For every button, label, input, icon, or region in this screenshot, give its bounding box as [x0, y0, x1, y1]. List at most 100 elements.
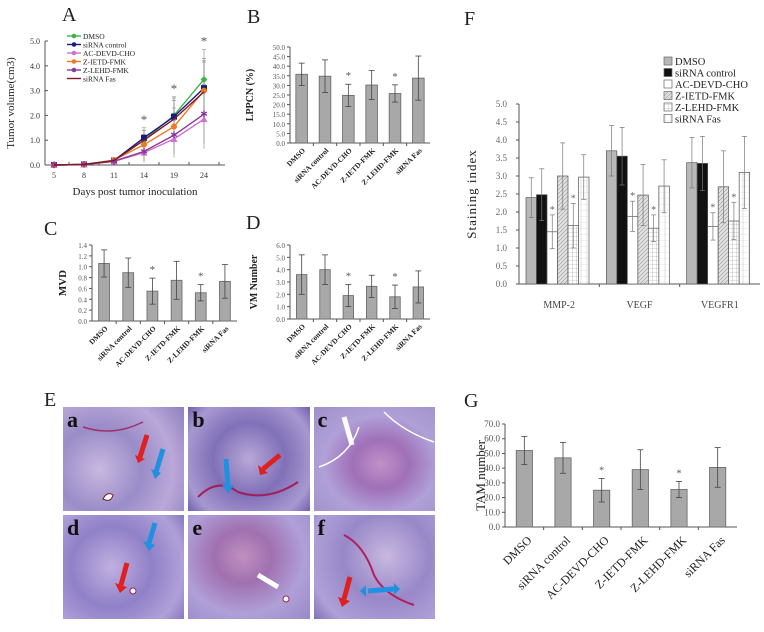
svg-text:AC-DEVD-CHO: AC-DEVD-CHO [83, 49, 136, 58]
svg-text:DMSO: DMSO [83, 32, 105, 41]
tile-label-f: f [317, 515, 325, 540]
histology-tile-c: c [313, 407, 435, 511]
category-label: DMSO [500, 533, 535, 568]
tam-number-bar-chart: 0.0 10.0 20.0 30.0 40.0 50.0 60.0 70.0 DMSO siRNA… [473, 419, 737, 602]
y-tick-label: 60.0 [484, 434, 500, 444]
category-label: siRNA Fas [681, 533, 728, 580]
category-label: VEGF [626, 300, 653, 311]
y-tick-label: 3.0 [30, 87, 40, 96]
blue-arrow-icon [153, 448, 166, 473]
svg-text:DMSO: DMSO [675, 57, 706, 68]
x-tick-label: 19 [170, 171, 178, 180]
svg-text:siRNA control: siRNA control [675, 69, 736, 80]
panel-letter-c: C [44, 218, 58, 240]
y-tick-label: 50.0 [484, 448, 500, 458]
panel-letter-e: E [44, 389, 57, 411]
svg-text:✱: ✱ [170, 130, 178, 140]
y-tick-label: 2.5 [496, 189, 508, 199]
y-tick-label: 20.0 [273, 102, 286, 110]
y-tick-label: 1.4 [78, 242, 87, 250]
y-tick-label: 5.0 [276, 254, 285, 262]
y-tick-label: 20.0 [484, 493, 500, 503]
y-tick-label: 0.4 [78, 296, 87, 304]
y-tick-label: 35.0 [273, 73, 286, 81]
svg-text:✱: ✱ [200, 109, 208, 119]
y-tick-label: 4.5 [496, 117, 508, 127]
staining-index-bar-chart: 0.0 0.5 1.0 1.5 2.0 2.5 3.0 3.5 4.0 4.5 5.0 Stainin… [464, 56, 760, 311]
lppcn-bar-chart: 0.0 5.010.0 15.020.0 25.0 30.035.0 40.045.0 50… [245, 44, 430, 191]
significance-star: * [201, 34, 208, 49]
legend-item: Z-LEHD-FMK [67, 66, 129, 75]
legend-item: AC-DEVD-CHO [663, 79, 748, 91]
y-axis-title: Staining index [464, 149, 479, 238]
tile-label-d: d [67, 515, 80, 540]
svg-text:siRNA Fas: siRNA Fas [83, 75, 116, 84]
blue-arrow-icon [223, 458, 231, 488]
tile-label-e: e [192, 515, 203, 540]
y-tick-label: 0.8 [78, 275, 87, 283]
tile-label-b: b [192, 407, 205, 432]
y-tick-label: 30.0 [273, 82, 286, 90]
y-axis-title: VM Number [249, 254, 260, 309]
legend-item: siRNA Fas [67, 75, 116, 84]
significance-star: * [710, 203, 715, 214]
svg-text:Z-IETD-FMK: Z-IETD-FMK [675, 92, 735, 103]
y-tick-label: 40.0 [484, 463, 500, 473]
significance-star: * [198, 271, 204, 283]
legend-item: Z-IETD-FMK [663, 91, 735, 103]
y-tick-label: 40.0 [273, 63, 286, 71]
y-tick-label: 6.0 [276, 242, 285, 250]
x-tick-label: 5 [52, 171, 56, 180]
legend-item: siRNA control [67, 41, 127, 50]
histology-tile-a: a [63, 407, 185, 511]
svg-text:Z-LEHD-FMK: Z-LEHD-FMK [83, 66, 129, 75]
y-tick-label: 3.0 [276, 279, 285, 287]
y-tick-label: 1.0 [276, 304, 285, 312]
significance-star: * [171, 81, 178, 96]
y-tick-label: 25.0 [273, 92, 286, 100]
svg-text:siRNA Fas: siRNA Fas [675, 115, 721, 126]
y-tick-label: 0.0 [30, 161, 40, 170]
tile-label-c: c [317, 407, 328, 432]
y-tick-label: 0.0 [496, 279, 508, 289]
y-tick-label: 3.0 [496, 171, 508, 181]
red-arrow-icon [261, 453, 282, 471]
red-arrow-icon [341, 576, 353, 600]
significance-star: * [731, 192, 736, 203]
significance-star: * [677, 468, 682, 479]
y-tick-label: 2.0 [276, 291, 285, 299]
significance-star: * [392, 71, 398, 83]
svg-text:✱: ✱ [110, 156, 118, 166]
y-tick-label: 2.0 [496, 207, 508, 217]
category-label: DMSO [87, 324, 109, 346]
legend-item: DMSO [67, 32, 105, 41]
y-axis-title: LPPCN (%) [245, 69, 256, 122]
svg-text:siRNA control: siRNA control [83, 41, 127, 50]
y-tick-label: 1.5 [496, 225, 508, 235]
svg-text:AC-DEVD-CHO: AC-DEVD-CHO [675, 80, 748, 91]
y-tick-label: 1.2 [78, 253, 87, 261]
legend-item: AC-DEVD-CHO [67, 49, 136, 58]
significance-star: * [630, 191, 635, 202]
y-tick-label: 4.0 [496, 135, 508, 145]
significance-star: * [550, 205, 555, 216]
svg-text:✱: ✱ [140, 146, 148, 156]
series-line [53, 87, 205, 166]
legend-item: siRNA Fas [663, 114, 721, 126]
y-tick-label: 5.0 [276, 130, 285, 138]
y-tick-label: 10.0 [273, 121, 286, 129]
histology-image-grid: a b c d [63, 407, 435, 619]
significance-star: * [599, 465, 604, 476]
panel-letter-a: A [62, 4, 77, 26]
y-tick-label: 70.0 [484, 419, 500, 429]
blue-arrow-icon [367, 586, 394, 594]
y-tick-label: 2.0 [30, 111, 40, 120]
x-tick-label: 24 [200, 171, 208, 180]
y-tick-label: 0.0 [276, 316, 285, 324]
y-tick-label: 0.2 [78, 307, 87, 315]
panel-letter-d: D [246, 212, 261, 234]
red-arrow-icon [137, 434, 150, 458]
